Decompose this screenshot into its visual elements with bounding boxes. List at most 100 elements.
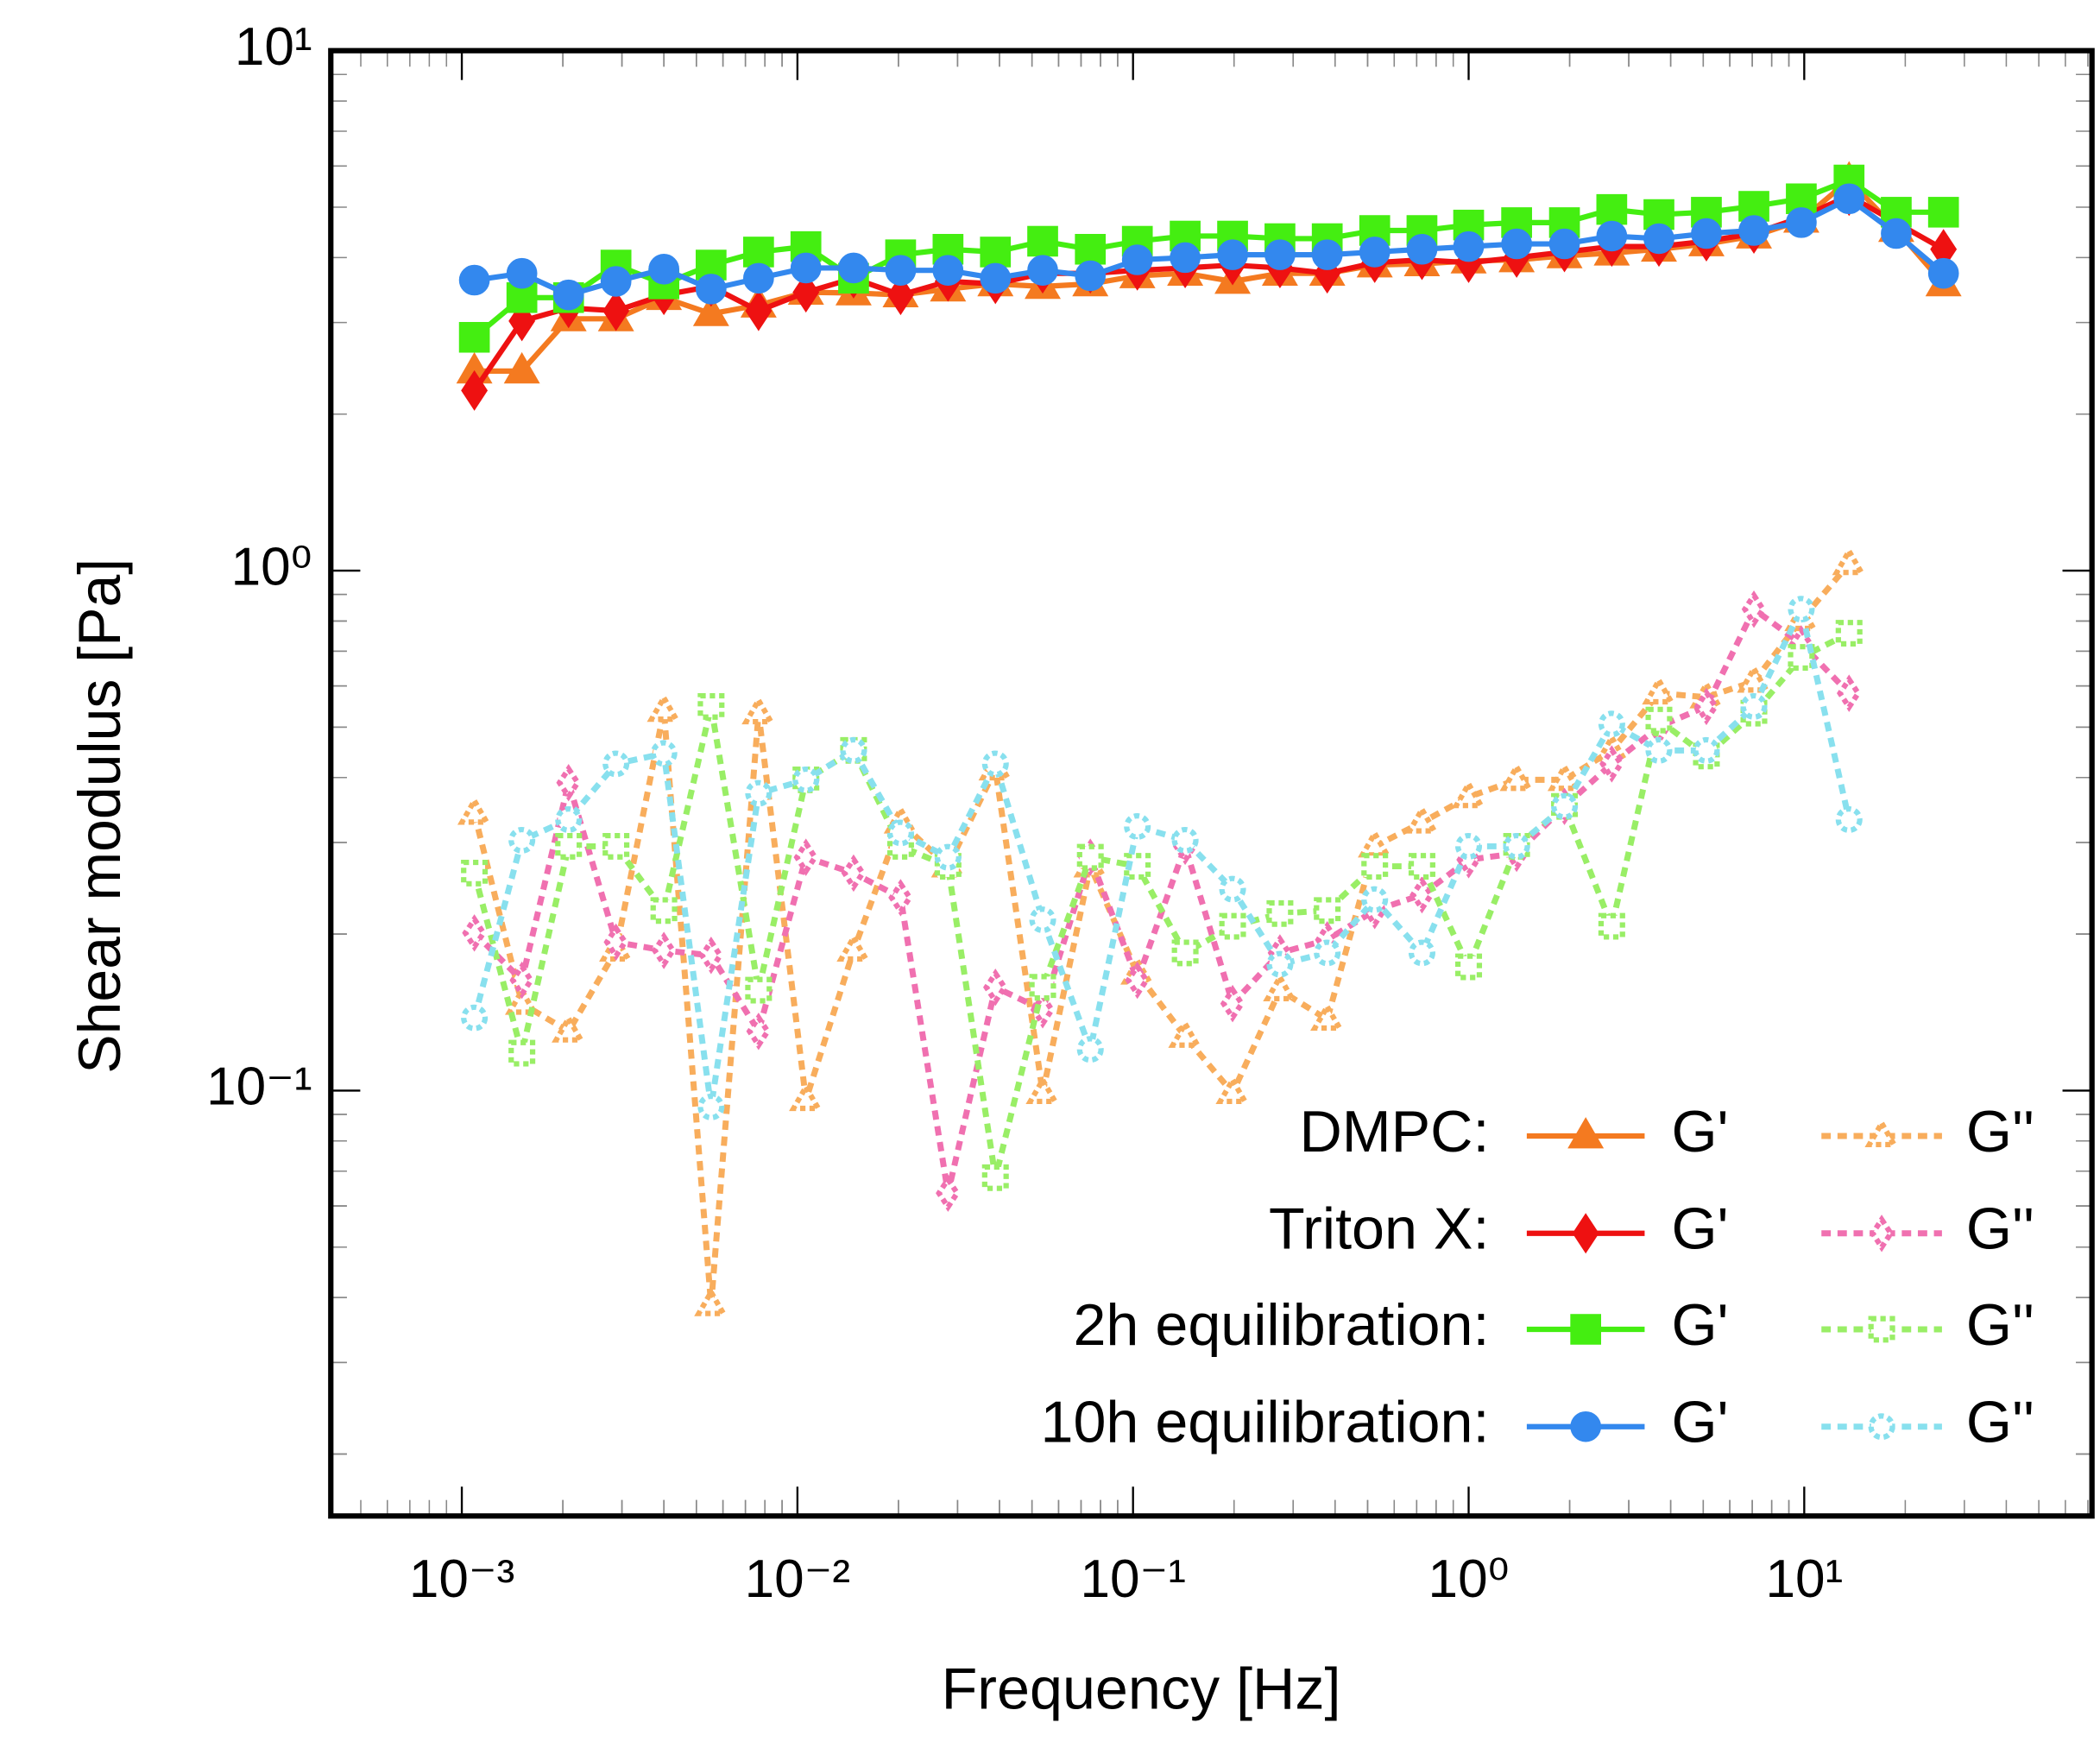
marker (743, 262, 774, 294)
x-tick-label: 10⁻² (745, 1549, 850, 1609)
marker (1693, 687, 1719, 726)
marker (457, 795, 492, 825)
marker (1266, 899, 1294, 927)
legend-marker (1869, 1215, 1895, 1253)
marker (886, 819, 914, 847)
marker (1451, 779, 1486, 809)
loss-modulus-line (471, 562, 1851, 1306)
x-axis-title: Frequency [Hz] (942, 1656, 1341, 1722)
marker (1171, 826, 1199, 854)
marker (602, 290, 630, 331)
marker (746, 1013, 772, 1051)
marker (1833, 183, 1865, 215)
marker (888, 879, 913, 917)
marker (1598, 912, 1625, 940)
marker (1455, 832, 1483, 860)
marker (790, 252, 822, 284)
marker (885, 255, 917, 286)
marker (792, 272, 820, 313)
marker (1832, 546, 1866, 576)
legend-label: G' (1671, 1196, 1728, 1262)
marker (646, 692, 681, 723)
legend-label: G'' (1966, 1390, 2034, 1455)
marker (1361, 886, 1389, 913)
legend-marker (1864, 1117, 1899, 1147)
marker (1645, 706, 1673, 734)
marker (1170, 242, 1201, 274)
marker (694, 1286, 728, 1316)
marker (1406, 234, 1438, 265)
marker (1025, 1075, 1060, 1105)
marker (1596, 220, 1628, 252)
marker (696, 274, 727, 305)
marker (1361, 853, 1389, 880)
legend-marker (1570, 1410, 1602, 1442)
marker (650, 897, 678, 924)
y-axis-title: Shear modulus [Pa] (67, 558, 133, 1074)
legend-marker (1567, 1117, 1605, 1149)
x-tick-label: 10¹ (1765, 1549, 1843, 1609)
legend-marker (1570, 1314, 1602, 1345)
marker (1501, 228, 1532, 260)
marker (506, 257, 538, 289)
marker (1075, 234, 1107, 265)
marker (556, 764, 581, 802)
marker (841, 854, 867, 893)
marker (1219, 912, 1246, 940)
marker (1310, 1001, 1345, 1032)
legend-marker (1572, 1213, 1599, 1254)
y-tick-label: 10⁻¹ (206, 1057, 312, 1117)
marker (1264, 239, 1296, 270)
marker (1927, 257, 1959, 289)
marker (1314, 897, 1341, 924)
marker (1691, 218, 1722, 249)
marker (1408, 939, 1435, 967)
legend-marker (1868, 1413, 1895, 1441)
marker (1029, 974, 1056, 1001)
marker (1551, 792, 1579, 820)
marker (1737, 663, 1771, 693)
marker (696, 249, 727, 281)
marker (602, 832, 630, 860)
marker (1693, 736, 1720, 764)
marker (1124, 813, 1151, 840)
marker (1121, 244, 1153, 275)
marker (1548, 228, 1580, 260)
x-tick-label: 10⁻¹ (1080, 1549, 1185, 1609)
marker (1741, 590, 1767, 628)
plot-frame (328, 47, 2095, 1519)
legend-label: G' (1671, 1099, 1728, 1164)
marker (1217, 239, 1248, 270)
marker (980, 262, 1012, 294)
marker (1453, 230, 1485, 262)
marker (838, 252, 869, 284)
marker (1220, 984, 1245, 1023)
marker (1168, 1018, 1202, 1048)
marker (602, 750, 630, 778)
marker (1027, 255, 1058, 286)
marker (1404, 804, 1440, 834)
marker (1075, 260, 1107, 292)
loss-modulus-line (471, 630, 1851, 1179)
marker (743, 237, 774, 268)
legend-label: G'' (1966, 1292, 2034, 1358)
marker (648, 254, 679, 285)
marker (980, 237, 1012, 268)
marker (1642, 675, 1676, 705)
marker (840, 736, 867, 764)
marker (503, 351, 540, 384)
marker (1927, 197, 1959, 228)
marker (458, 264, 490, 296)
marker (651, 931, 677, 969)
marker (555, 832, 583, 860)
marker (458, 322, 490, 353)
marker (745, 976, 773, 1004)
marker (1499, 761, 1534, 792)
legend-label: G' (1671, 1390, 1728, 1455)
marker (462, 914, 487, 952)
y-tick-label: 10¹ (235, 17, 312, 77)
marker (1547, 761, 1582, 792)
marker (600, 266, 632, 297)
marker (1835, 806, 1863, 833)
